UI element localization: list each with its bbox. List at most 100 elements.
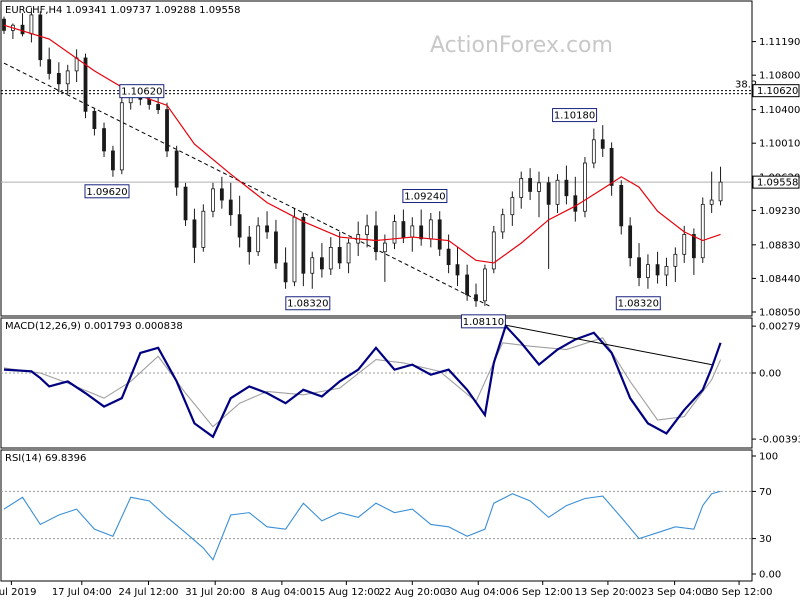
candle [47, 47, 52, 80]
callout-label: 1.10620 [121, 87, 162, 98]
candle [56, 62, 61, 93]
time-tick-label: 15 Aug 12:00 [313, 587, 380, 598]
candle-body [147, 98, 152, 105]
candle-body [401, 221, 406, 238]
candle [573, 176, 578, 222]
candle-body [500, 214, 505, 233]
candle-body [664, 265, 669, 276]
candle-body [29, 14, 34, 35]
candle [365, 214, 369, 248]
candle-body [392, 221, 397, 244]
candle-body [546, 182, 551, 205]
candle-body [328, 247, 333, 270]
callout-box [285, 296, 331, 311]
callout-box [552, 108, 598, 123]
candle [491, 225, 496, 274]
candle-body [346, 242, 351, 264]
candle-body [519, 178, 524, 198]
fib-axis-label: 1.10620 [757, 86, 798, 97]
candle-body [2, 18, 6, 31]
candle-body [156, 104, 161, 111]
candle-body [301, 216, 306, 274]
callout-label: 1.09240 [404, 192, 445, 203]
candle-body [673, 253, 678, 267]
rsi-layer [1, 490, 752, 561]
candle-body [700, 203, 705, 259]
macd-series-signal [3, 337, 722, 428]
candle-body [465, 274, 470, 296]
price-tick-label: 1.10010 [759, 139, 800, 150]
callout-box [402, 189, 448, 204]
candle [310, 251, 315, 289]
candle [247, 225, 252, 265]
moving-average-line [3, 24, 721, 264]
macd-tick-label: -0.003938 [759, 435, 800, 446]
candle [183, 182, 188, 226]
candle [346, 238, 351, 274]
candle-body [174, 150, 179, 188]
candle [392, 214, 397, 250]
candle [119, 96, 124, 175]
price-callout: 1.08110 [460, 314, 506, 329]
candle [519, 171, 524, 209]
candle-body [619, 185, 624, 227]
candle-body [292, 216, 297, 283]
candle [211, 182, 215, 218]
price-callout: 1.10180 [552, 108, 598, 123]
price-tick-label: 1.09230 [759, 206, 800, 217]
candle [274, 219, 278, 269]
candle-body [410, 225, 415, 238]
candle-body [337, 247, 342, 264]
candle-body [600, 139, 605, 149]
candle [65, 64, 70, 95]
candle [664, 257, 669, 287]
candle-body [165, 109, 169, 152]
callout-box [615, 296, 661, 311]
price-tick-label: 1.10400 [759, 105, 800, 116]
candle-body [573, 195, 578, 212]
candle-body [310, 257, 315, 274]
candle-body [201, 210, 206, 248]
candle-body [474, 294, 478, 302]
candle [591, 128, 596, 169]
candle-body [47, 59, 52, 74]
candle-body [646, 264, 650, 278]
candle-body [718, 181, 723, 202]
rsi-title: RSI(14) 69.8396 [5, 453, 86, 464]
candle-body [319, 257, 324, 270]
candle-body [219, 188, 224, 201]
candle-body [283, 262, 288, 283]
price-callout: 1.08320 [285, 296, 331, 311]
macd-pane [0, 317, 753, 449]
candle-body [446, 248, 451, 266]
candle-body [374, 225, 378, 253]
price-callout: 1.10620 [119, 84, 165, 99]
last-price-box [752, 175, 800, 189]
time-tick-label: 30 Sep 12:00 [706, 587, 773, 598]
candle [583, 156, 587, 218]
candle-body [609, 147, 614, 186]
time-tick-label: 22 Aug 20:00 [379, 587, 446, 598]
candle-body [528, 178, 533, 192]
candle-body [74, 57, 79, 72]
candle-body [455, 264, 460, 276]
candle [92, 107, 97, 136]
candle [10, 23, 15, 40]
price-layer: 38.2 1.10620 1.09620 1.08320 1.09240 1.08110 1… [1, 8, 757, 329]
time-tick-label: 24 Jul 12:00 [119, 587, 179, 598]
candle [555, 174, 560, 213]
candle [564, 165, 569, 205]
candle [455, 247, 460, 287]
candle [319, 243, 324, 278]
candle-body [419, 225, 424, 240]
price-tick-label: 1.08050 [759, 308, 800, 319]
candle [382, 234, 387, 282]
candle [256, 217, 261, 257]
candle-body [537, 182, 541, 192]
candle [38, 11, 43, 67]
candle [646, 254, 650, 289]
time-tick-label: 9 Jul 2019 [0, 587, 37, 598]
candle-body [564, 179, 569, 197]
candle [102, 122, 106, 157]
